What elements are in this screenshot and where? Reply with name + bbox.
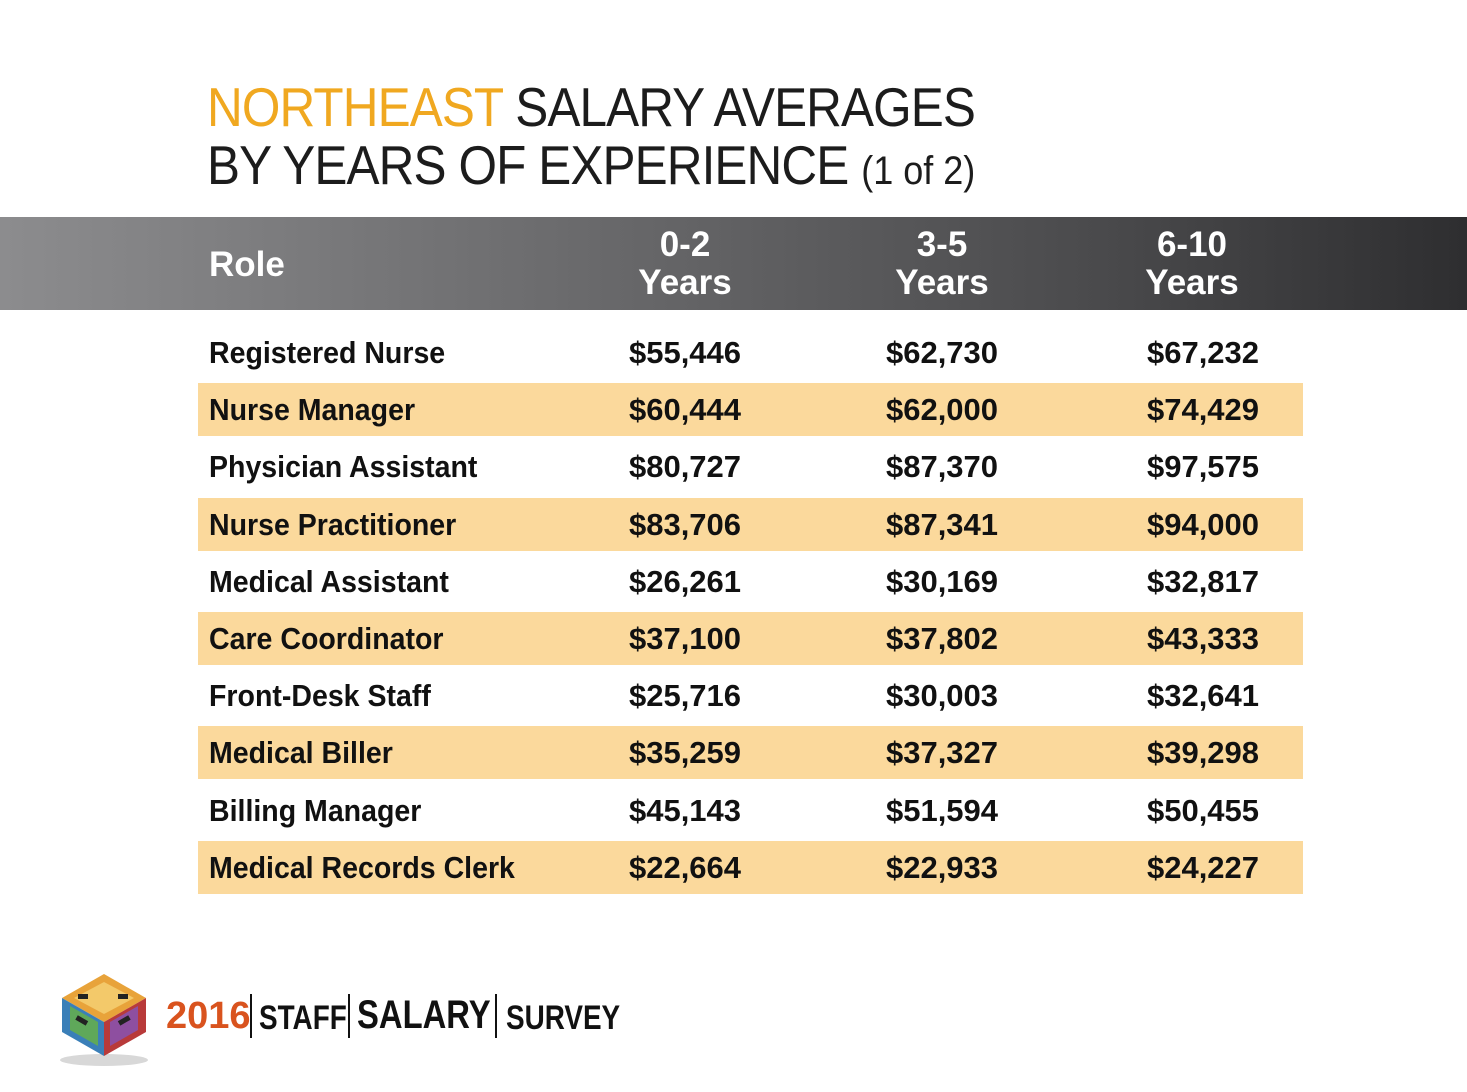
survey-cube-logo-icon — [60, 974, 148, 1066]
title-line-2: BY YEARS OF EXPERIENCE (1 of 2) — [207, 136, 975, 200]
salary-cell: $60,444 — [628, 392, 742, 427]
salary-cell: $37,802 — [885, 621, 999, 656]
salary-cell: $35,259 — [628, 735, 742, 770]
salary-cell: $74,429 — [1146, 392, 1260, 427]
salary-cell: $32,817 — [1146, 564, 1260, 599]
table-row: Medical Biller $35,259 $37,327 $39,298 — [198, 726, 1303, 779]
salary-cell: $83,706 — [628, 507, 742, 542]
column-header-line2: Years — [1145, 263, 1239, 302]
footer-word-survey: SURVEY — [506, 999, 621, 1037]
salary-cell: $97,575 — [1146, 449, 1260, 484]
table-row: Nurse Manager $60,444 $62,000 $74,429 — [198, 383, 1303, 436]
title-line-1: NORTHEAST SALARY AVERAGES — [207, 76, 976, 138]
column-header-line2: Years — [895, 263, 989, 302]
column-header-6-10-years: 6-10 Years — [1112, 226, 1272, 302]
table-row: Medical Records Clerk $22,664 $22,933 $24,2… — [198, 841, 1303, 894]
column-header-line1: 6-10 — [1156, 225, 1228, 264]
salary-cell: $37,100 — [628, 621, 742, 656]
row-role-label: Front-Desk Staff — [209, 678, 431, 713]
salary-cell: $51,594 — [885, 793, 999, 828]
row-role-label: Nurse Manager — [209, 392, 416, 427]
salary-cell: $22,664 — [628, 850, 742, 885]
salary-cell: $94,000 — [1146, 507, 1260, 542]
row-role-label: Medical Biller — [209, 735, 393, 770]
row-role-label: Billing Manager — [209, 793, 422, 828]
salary-cell: $37,327 — [885, 735, 999, 770]
table-row: Care Coordinator $37,100 $37,802 $43,333 — [198, 612, 1303, 665]
column-header-line2: Years — [638, 263, 732, 302]
salary-cell: $62,730 — [885, 335, 999, 370]
table-row: Physician Assistant $80,727 $87,370 $97,575 — [198, 440, 1303, 493]
table-row: Billing Manager $45,143 $51,594 $50,455 — [198, 784, 1303, 837]
salary-cell: $26,261 — [628, 564, 742, 599]
title-rest: SALARY AVERAGES — [515, 76, 976, 138]
salary-cell: $67,232 — [1146, 335, 1260, 370]
row-role-label: Medical Assistant — [209, 564, 449, 599]
table-row: Registered Nurse $55,446 $62,730 $67,232 — [198, 326, 1303, 379]
salary-cell: $50,455 — [1146, 793, 1260, 828]
footer-word-staff: STAFF — [259, 999, 347, 1037]
table-row: Medical Assistant $26,261 $30,169 $32,817 — [198, 555, 1303, 608]
table-row: Front-Desk Staff $25,716 $30,003 $32,641 — [198, 669, 1303, 722]
row-role-label: Nurse Practitioner — [209, 507, 457, 542]
column-header-line1: 3-5 — [916, 225, 968, 264]
row-role-label: Registered Nurse — [209, 335, 446, 370]
title-part: (1 of 2) — [861, 149, 976, 193]
row-role-label: Physician Assistant — [209, 449, 478, 484]
column-header-3-5-years: 3-5 Years — [862, 226, 1022, 302]
title-accent: NORTHEAST — [207, 76, 503, 138]
salary-cell: $32,641 — [1146, 678, 1260, 713]
salary-cell: $25,716 — [628, 678, 742, 713]
footer-divider — [495, 994, 497, 1038]
salary-cell: $45,143 — [628, 793, 742, 828]
salary-cell: $24,227 — [1146, 850, 1260, 885]
salary-cell: $87,370 — [885, 449, 999, 484]
page-title: NORTHEAST SALARY AVERAGES BY YEARS OF EX… — [207, 76, 976, 200]
column-header-line1: 0-2 — [659, 225, 711, 264]
table-row: Nurse Practitioner $83,706 $87,341 $94,000 — [198, 498, 1303, 551]
row-role-label: Medical Records Clerk — [209, 850, 515, 885]
footer-year: 2016 — [166, 995, 251, 1037]
footer-divider — [250, 994, 252, 1038]
footer-word-salary: SALARY — [357, 993, 491, 1037]
column-header-role: Role — [209, 245, 285, 284]
column-header-0-2-years: 0-2 Years — [605, 226, 765, 302]
salary-cell: $30,003 — [885, 678, 999, 713]
table-header-bar — [0, 217, 1467, 310]
title-line-2-text: BY YEARS OF EXPERIENCE — [207, 134, 849, 196]
salary-cell: $62,000 — [885, 392, 999, 427]
salary-cell: $87,341 — [885, 507, 999, 542]
salary-cell: $55,446 — [628, 335, 742, 370]
salary-cell: $30,169 — [885, 564, 999, 599]
footer-divider — [348, 994, 350, 1038]
salary-cell: $22,933 — [885, 850, 999, 885]
salary-cell: $43,333 — [1146, 621, 1260, 656]
row-role-label: Care Coordinator — [209, 621, 444, 656]
salary-cell: $80,727 — [628, 449, 742, 484]
salary-cell: $39,298 — [1146, 735, 1260, 770]
